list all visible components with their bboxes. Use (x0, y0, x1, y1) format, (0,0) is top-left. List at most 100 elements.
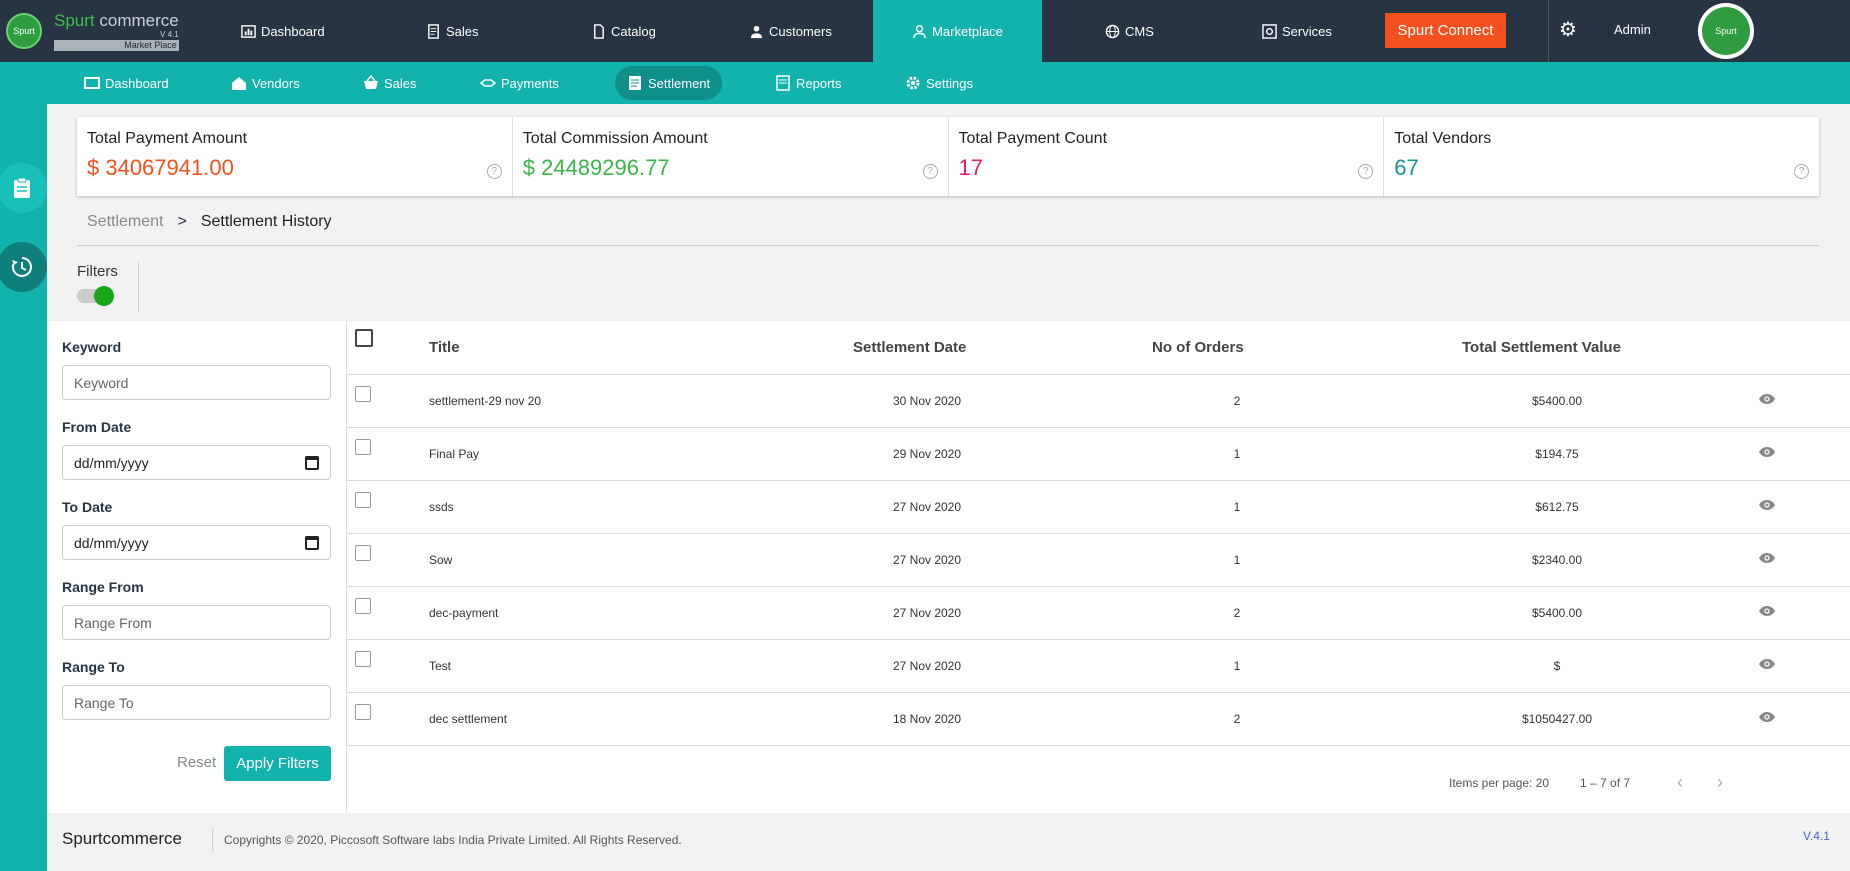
items-per-page[interactable]: Items per page: 20 (1449, 776, 1550, 790)
subnav-payments[interactable]: Payments (468, 66, 571, 100)
divider (138, 262, 139, 312)
help-icon[interactable]: ? (486, 164, 502, 179)
subnav-settlement[interactable]: Settlement (615, 66, 723, 100)
row-checkbox[interactable] (355, 492, 371, 508)
cell-total-value: $ (1553, 659, 1561, 673)
breadcrumb-separator: > (177, 213, 187, 230)
logo-word1: Spurt (54, 10, 95, 30)
logo-tag: Market Place (54, 39, 179, 51)
subnav-settings[interactable]: Settings (893, 66, 985, 100)
apply-filters-button[interactable]: Apply Filters (224, 746, 331, 781)
header-total-value[interactable]: Total Settlement Value (1462, 339, 1621, 356)
table-row: dec-payment 27 Nov 2020 2 $5400.00 (347, 587, 1850, 640)
row-checkbox[interactable] (355, 386, 371, 402)
stat-label: Total Commission Amount (522, 130, 708, 147)
header-settlement-date[interactable]: Settlement Date (853, 339, 967, 356)
keyword-input[interactable]: Keyword (62, 365, 331, 400)
dashboard-icon (84, 77, 100, 89)
topbar-divider (1548, 0, 1549, 62)
subnav-vendors[interactable]: Vendors (219, 66, 312, 100)
clipboard-icon[interactable] (0, 163, 47, 213)
subnav-label: Payments (501, 75, 559, 91)
chevron-left-icon[interactable]: ‹ (1677, 772, 1683, 792)
breadcrumb-parent[interactable]: Settlement (87, 213, 164, 230)
header-title[interactable]: Title (429, 339, 460, 356)
eye-icon[interactable] (1758, 552, 1776, 564)
nav-label: Sales (446, 23, 479, 39)
footer-copyright: Copyrights © 2020, Piccosoft Software la… (224, 833, 682, 847)
eye-icon[interactable] (1758, 499, 1776, 511)
nav-dashboard[interactable]: Dashboard (241, 0, 325, 62)
subnav-dashboard[interactable]: Dashboard (72, 66, 181, 100)
eye-icon[interactable] (1758, 605, 1776, 617)
services-icon (1262, 23, 1277, 39)
gear-icon[interactable]: ⚙ (1559, 19, 1577, 41)
avatar-logo-icon: Spurt (1702, 7, 1750, 55)
range-to-input[interactable]: Range To (62, 685, 331, 720)
nav-catalog[interactable]: Catalog (591, 0, 656, 62)
logo-text: Spurt commerce V 4.1 Market Place (54, 12, 179, 51)
to-date-placeholder: dd/mm/yyyy (74, 534, 149, 551)
cell-title: Test (429, 659, 452, 673)
row-checkbox[interactable] (355, 439, 371, 455)
logo[interactable]: Spurt Spurt commerce V 4.1 Market Place (0, 0, 195, 62)
eye-icon[interactable] (1758, 393, 1776, 405)
nav-sales[interactable]: Sales (426, 0, 479, 62)
help-icon[interactable]: ? (1358, 164, 1374, 179)
select-all-checkbox[interactable] (355, 329, 373, 347)
subnav-label: Sales (384, 75, 417, 91)
history-icon[interactable] (0, 242, 47, 292)
settlement-icon (629, 76, 641, 90)
eye-icon[interactable] (1758, 711, 1776, 723)
nav-cms[interactable]: CMS (1105, 0, 1154, 62)
filters-toggle[interactable] (77, 286, 114, 306)
cell-orders: 2 (1233, 394, 1241, 408)
top-navbar: Spurt Spurt commerce V 4.1 Market Place … (0, 0, 1850, 62)
header-orders[interactable]: No of Orders (1152, 339, 1244, 356)
help-icon[interactable]: ? (922, 164, 938, 179)
eye-icon[interactable] (1758, 446, 1776, 458)
reset-button[interactable]: Reset (177, 754, 217, 771)
nav-marketplace[interactable]: Marketplace (873, 0, 1042, 62)
help-icon[interactable]: ? (1794, 164, 1809, 179)
customers-icon (750, 25, 763, 38)
avatar[interactable]: Spurt (1698, 3, 1754, 59)
calendar-icon[interactable] (305, 535, 319, 550)
nav-label: Catalog (611, 23, 656, 39)
chevron-right-icon[interactable]: › (1717, 772, 1723, 792)
cell-orders: 1 (1233, 659, 1241, 673)
calendar-icon[interactable] (305, 455, 319, 470)
subnav-reports[interactable]: Reports (763, 66, 854, 100)
cell-date: 27 Nov 2020 (892, 659, 962, 673)
eye-icon[interactable] (1758, 658, 1776, 670)
cell-orders: 1 (1233, 553, 1241, 567)
to-date-input[interactable]: dd/mm/yyyy (62, 525, 331, 560)
spurt-connect-button[interactable]: Spurt Connect (1385, 13, 1506, 48)
basket-icon (364, 75, 378, 89)
left-rail (0, 104, 47, 871)
cell-total-value: $2340.00 (1531, 553, 1583, 567)
from-date-input[interactable]: dd/mm/yyyy (62, 445, 331, 480)
row-checkbox[interactable] (355, 651, 371, 667)
row-checkbox[interactable] (355, 598, 371, 614)
footer-brand: Spurtcommerce (62, 829, 182, 848)
table-row: Sow 27 Nov 2020 1 $2340.00 (347, 534, 1850, 587)
cell-total-value: $5400.00 (1531, 606, 1583, 620)
stat-total-commission: Total Commission Amount $ 24489296.77 ? (513, 117, 949, 196)
cell-title: dec settlement (429, 712, 508, 726)
subnav-label: Dashboard (105, 75, 169, 91)
subnav-sales[interactable]: Sales (351, 66, 429, 100)
subnav-label: Vendors (252, 75, 300, 91)
nav-label: CMS (1125, 23, 1154, 39)
row-checkbox[interactable] (355, 704, 371, 720)
row-checkbox[interactable] (355, 545, 371, 561)
nav-services[interactable]: Services (1262, 0, 1332, 62)
cell-date: 27 Nov 2020 (892, 606, 962, 620)
range-from-input[interactable]: Range From (62, 605, 331, 640)
admin-label[interactable]: Admin (1614, 22, 1651, 37)
table-row: Test 27 Nov 2020 1 $ (347, 640, 1850, 693)
cell-total-value: $1050427.00 (1521, 712, 1593, 726)
range-from-label: Range From (62, 579, 144, 595)
vendors-icon (232, 77, 246, 90)
nav-customers[interactable]: Customers (749, 0, 832, 62)
